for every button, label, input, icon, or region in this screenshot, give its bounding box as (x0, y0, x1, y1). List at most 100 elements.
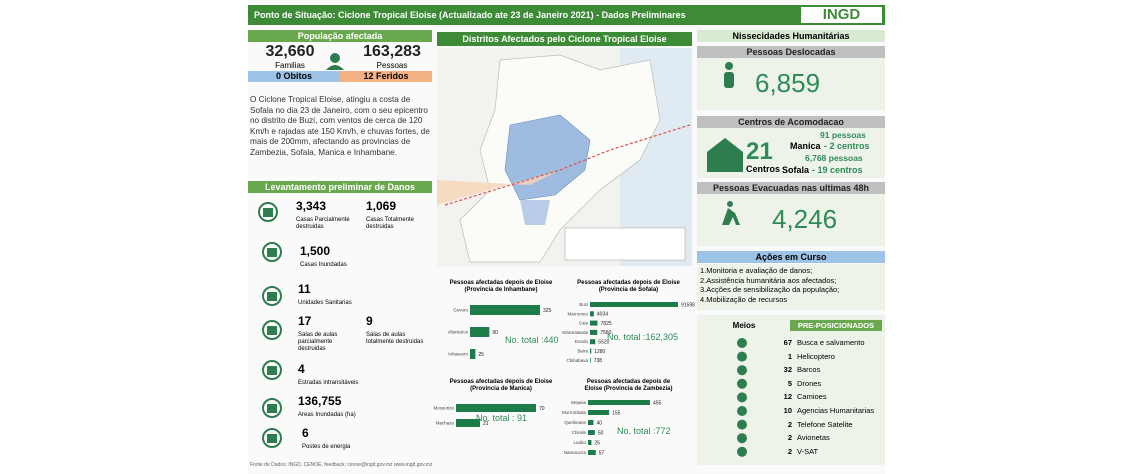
chart-title: Pessoas afectadas depois de Eloise (450, 379, 553, 385)
bar-chart: Pessoas afectadas depois de Eloise(Provi… (433, 379, 553, 427)
summary: O Ciclone Tropical Eloise, atingiu a cos… (250, 95, 430, 157)
injured: 12 Feridos (340, 71, 432, 82)
section-header: Pessoas Evacuadas nas ultimas 48h (697, 182, 885, 194)
group-centers: - 2 centros (824, 141, 870, 151)
affected-districts (520, 200, 550, 225)
section-header: Centros de Acomodacao (697, 116, 885, 128)
damage-value: 136,755 (298, 394, 342, 408)
resource-count: 2 (787, 446, 792, 456)
value-label: 5520 (598, 340, 609, 346)
resource-item: Barcos (797, 365, 821, 375)
damage-value: 1,500 (300, 244, 331, 258)
icon (707, 138, 743, 172)
bar (590, 320, 598, 326)
storm-track (444, 124, 691, 206)
category-label: Beira (577, 349, 588, 354)
resource-count: 32 (783, 365, 792, 375)
damage-value: 17 (298, 314, 312, 328)
chart-title: Pessoas afectadas depois de Eloise (577, 280, 680, 286)
icon (267, 366, 277, 375)
icon (263, 208, 273, 217)
displaced-value: 6,859 (755, 68, 821, 98)
chart-subtitle: (Provincia de Sofala) (599, 287, 658, 293)
damage-label: Salas de aulas parcialmente destruidas (298, 332, 338, 352)
icon (737, 446, 747, 457)
group-province: Sofala (782, 165, 810, 175)
resource-item: Helicoptero (797, 351, 835, 361)
category-label: Chibabava (566, 358, 588, 363)
resource-item: V-SAT (797, 446, 819, 456)
bar (456, 404, 536, 412)
category-label: Inhassoro (448, 352, 468, 357)
box (697, 315, 885, 465)
icon (267, 434, 277, 443)
map-legend (564, 227, 686, 261)
resource-item: Camioes (797, 392, 827, 402)
value-label: 155 (612, 410, 621, 416)
bar-chart: Pessoas afectadas depois de Eloise(Provi… (448, 280, 559, 359)
category-label: Govuro (453, 308, 468, 313)
damage-label: Salas de aulas totalmente destruidas (366, 332, 424, 345)
evacuated-value: 4,246 (772, 204, 838, 234)
bar (470, 327, 490, 337)
action-item: 2.Assistência humanitária aos afectados; (700, 275, 837, 285)
table-header: Meios (732, 321, 756, 330)
value-label: 738 (594, 358, 603, 364)
damage-label: Casas Parcialmente destruidas (296, 217, 350, 230)
category-label: Vilankulos (448, 330, 469, 335)
resource-item: Busca e salvamento (797, 338, 865, 347)
resource-item: Telefone Satelite (797, 419, 853, 429)
bar (588, 410, 610, 415)
category-label: Luabo (573, 440, 586, 445)
chart-subtitle: Eloise (Provincia de Zambezia) (584, 386, 672, 392)
category-label: Marromeu (567, 311, 588, 316)
bar (590, 348, 592, 354)
icon (722, 208, 740, 225)
category-label: Buzi (579, 302, 588, 307)
bar (590, 357, 591, 363)
category-label: Chinde (572, 430, 587, 435)
storm-cone (437, 170, 560, 205)
damage-label: Casas Totalmente destruidas (366, 217, 414, 230)
chart-title: Pessoas afectadas depois de Eloise (450, 280, 553, 286)
group-province: Manica (790, 141, 821, 151)
icon (737, 419, 747, 430)
icon (737, 433, 747, 444)
bar (590, 329, 598, 335)
icon (737, 378, 747, 389)
box (697, 264, 885, 310)
value-label: 57 (599, 450, 605, 456)
value-label: 1280 (594, 349, 605, 355)
bar (590, 311, 594, 317)
resource-count: 2 (787, 419, 792, 429)
icon (737, 406, 747, 416)
value-label: 21 (483, 421, 489, 427)
bar (470, 349, 476, 359)
icon (727, 201, 733, 207)
resource-count: 1 (787, 351, 792, 361)
section-header: Pessoas Deslocadas (697, 46, 885, 58)
value-label: 70 (539, 406, 545, 412)
value-label: 7560 (600, 330, 611, 336)
damage-label: Unidades Sanitarias (298, 300, 352, 306)
icon (267, 404, 277, 413)
damage-value: 6 (302, 426, 309, 440)
value-label: 325 (543, 308, 552, 314)
bar (590, 339, 596, 345)
icon (262, 242, 282, 262)
icon (267, 292, 277, 301)
icon (262, 360, 282, 380)
footer: Fonte de Dados: INGD, CENOE, feedback: c… (250, 462, 433, 468)
resource-item: Drones (797, 378, 822, 388)
damage-value: 11 (298, 282, 311, 296)
bar (588, 450, 596, 455)
icon (326, 53, 344, 70)
logo: INGD (800, 6, 883, 24)
section-header: Distritos Afectados pelo Ciclone Tropica… (437, 32, 692, 46)
page-title: Ponto de Situação: Ciclone Tropical Eloi… (254, 10, 686, 20)
resource-count: 5 (787, 378, 792, 388)
group-people: 91 pessoas (820, 130, 866, 140)
damage-label: Postes de energia (302, 444, 351, 450)
